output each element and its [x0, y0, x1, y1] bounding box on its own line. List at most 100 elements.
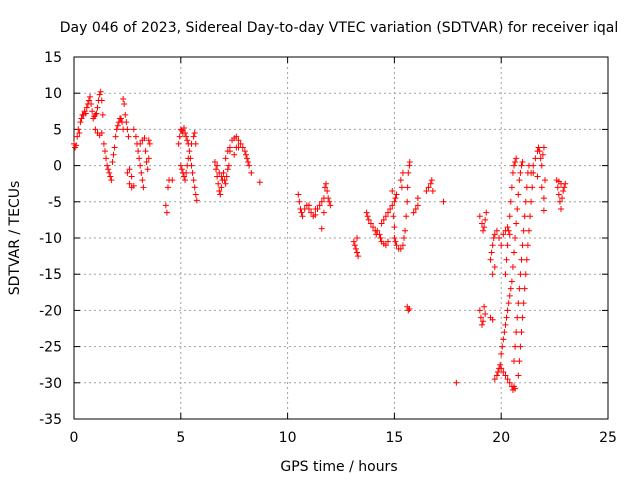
data-point [124, 126, 131, 133]
data-point [482, 216, 489, 223]
x-tick-label: 5 [176, 430, 185, 446]
data-point [225, 162, 232, 169]
data-point [518, 256, 525, 263]
y-tick-label: 10 [44, 86, 62, 102]
data-point [216, 169, 223, 176]
data-point [515, 372, 522, 379]
data-point [387, 206, 394, 213]
data-point [364, 213, 371, 220]
data-point [389, 202, 396, 209]
data-point [429, 187, 436, 194]
data-point [402, 227, 409, 234]
data-point [507, 198, 514, 205]
data-point [85, 97, 92, 104]
data-point [177, 162, 184, 169]
data-point [164, 184, 171, 191]
data-point [538, 184, 545, 191]
data-point [393, 242, 400, 249]
data-point [517, 343, 524, 350]
data-point [76, 130, 83, 137]
data-point [405, 169, 412, 176]
data-point [241, 148, 248, 155]
data-point [517, 271, 524, 278]
data-point [427, 180, 434, 187]
data-point [99, 111, 106, 118]
data-point [326, 198, 333, 205]
data-point [123, 119, 130, 126]
data-point [121, 101, 128, 108]
data-point [540, 144, 547, 151]
data-point [476, 213, 483, 220]
data-point [397, 177, 404, 184]
data-point [299, 213, 306, 220]
x-tick-label: 15 [385, 430, 403, 446]
data-point [539, 151, 546, 158]
data-point [509, 263, 516, 270]
data-point [490, 235, 497, 241]
data-point [516, 358, 523, 365]
data-point [108, 177, 115, 184]
data-point [246, 162, 253, 169]
data-point [509, 169, 516, 176]
data-point [226, 148, 233, 155]
data-point [237, 140, 244, 147]
data-point [235, 137, 242, 144]
data-point [498, 365, 505, 372]
data-point [414, 202, 421, 209]
data-point [511, 249, 518, 256]
data-point [504, 224, 511, 231]
data-point [513, 329, 520, 336]
data-point [355, 253, 362, 260]
data-point [139, 177, 146, 184]
data-point [529, 184, 536, 191]
data-point [481, 224, 488, 231]
data-point [558, 206, 565, 213]
data-point [380, 216, 387, 223]
data-point [245, 158, 252, 165]
data-point [536, 148, 543, 155]
data-point [493, 227, 500, 234]
data-point [92, 111, 99, 118]
data-point [502, 372, 509, 379]
data-point [524, 242, 531, 249]
data-point [382, 242, 389, 249]
data-point [478, 220, 485, 227]
data-point [256, 179, 263, 186]
data-point [77, 119, 84, 126]
data-point [428, 177, 435, 184]
data-point [101, 148, 108, 155]
data-point [423, 187, 430, 194]
data-point [216, 187, 223, 194]
data-point [295, 191, 302, 198]
data-point [390, 213, 397, 220]
x-tick-label: 25 [599, 430, 617, 446]
data-point [391, 224, 398, 231]
data-point [93, 110, 100, 117]
data-points [71, 88, 569, 394]
data-point [110, 151, 117, 158]
data-point [190, 177, 197, 184]
data-point [136, 155, 143, 162]
data-point [523, 256, 530, 263]
data-point [145, 137, 152, 144]
data-point [480, 318, 487, 325]
data-point [382, 213, 389, 220]
data-point [363, 209, 370, 216]
data-point [412, 206, 419, 213]
data-point [499, 343, 506, 350]
data-point [103, 155, 110, 162]
data-point [527, 213, 534, 220]
y-tick-label: -20 [39, 303, 62, 319]
data-point [367, 220, 374, 227]
y-tick-label: -35 [39, 412, 62, 428]
x-tick-label: 0 [70, 430, 79, 446]
data-point [140, 184, 147, 191]
data-point [235, 144, 242, 151]
data-point [389, 187, 396, 194]
data-point [221, 177, 228, 184]
data-point [530, 162, 537, 169]
data-point [500, 231, 507, 238]
data-point [142, 148, 149, 155]
data-point [391, 235, 398, 241]
data-point [392, 195, 399, 202]
